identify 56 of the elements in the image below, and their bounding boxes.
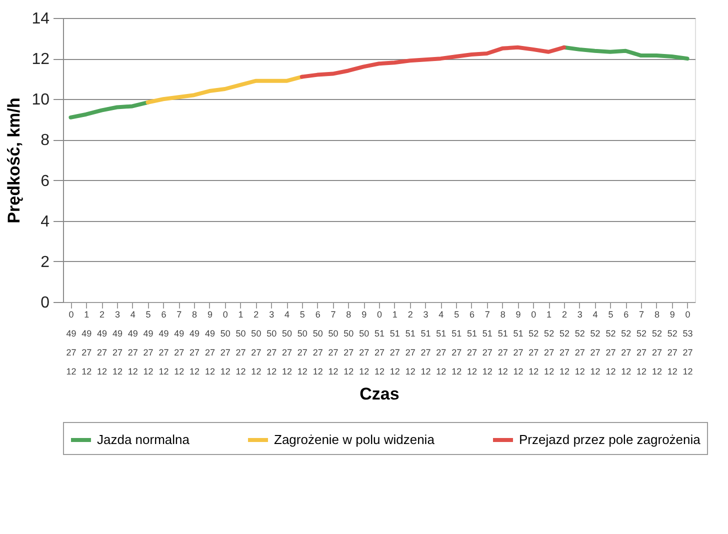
x-tick-label: 0 50 27 12: [220, 310, 230, 376]
x-tick-label: 7 49 27 12: [174, 310, 184, 376]
x-tick-label: 9 52 27 12: [667, 310, 678, 376]
legend-label: Przejazd przez pole zagrożenia: [519, 432, 702, 447]
y-tick-label: 10: [32, 92, 50, 109]
x-axis-title: Czas: [360, 384, 400, 404]
x-tick-label: 0 49 27 12: [66, 310, 76, 376]
x-tick-label: 7 50 27 12: [328, 310, 338, 376]
x-tick-label: 0 52 27 12: [528, 310, 539, 376]
y-tick-label: 0: [40, 294, 50, 312]
x-tick-label: 8 51 27 12: [498, 310, 508, 376]
legend-label: Zagrożenie w polu widzenia: [274, 432, 436, 447]
y-tick-label: 12: [32, 51, 50, 68]
x-tick-label: 6 51 27 12: [466, 310, 477, 376]
x-tick-label: 8 52 27 12: [652, 310, 662, 376]
x-tick-label: 5 51 27 12: [452, 310, 462, 376]
y-tick-label: 4: [40, 213, 50, 230]
x-tick-label: 5 52 27 12: [606, 310, 616, 376]
x-tick-label: 4 52 27 12: [590, 310, 600, 376]
x-tick-label: 8 50 27 12: [344, 310, 354, 376]
x-tick-label: 9 49 27 12: [204, 310, 215, 376]
legend-label: Jazda normalna: [97, 432, 190, 447]
x-tick-label: 9 50 27 12: [359, 310, 370, 376]
x-tick-label: 8 49 27 12: [190, 310, 200, 376]
x-tick-label: 4 49 27 12: [128, 310, 138, 376]
x-tick-label: 1 49 27 12: [82, 310, 92, 376]
x-tick-label: 7 51 27 12: [482, 310, 492, 376]
x-tick-label: 6 49 27 12: [158, 310, 169, 376]
x-tick-label: 6 52 27 12: [621, 310, 632, 376]
x-tick-label: 3 49 27 12: [112, 310, 122, 376]
x-tick-label: 1 51 27 12: [390, 310, 400, 376]
x-tick-label: 3 50 27 12: [266, 310, 277, 376]
line-series: [146, 74, 304, 104]
x-tick-label: 1 52 27 12: [544, 310, 554, 376]
x-tick-label: 3 51 27 12: [420, 310, 431, 376]
y-tick-label: 14: [32, 10, 50, 28]
y-tick-label: 2: [40, 254, 50, 271]
y-tick-label: 8: [40, 132, 50, 150]
x-tick-label: 0 51 27 12: [374, 310, 385, 376]
x-tick-label: 5 50 27 12: [297, 310, 308, 376]
line-series: [300, 45, 566, 79]
x-tick-label: 3 52 27 12: [574, 310, 585, 376]
x-tick-label: 1 50 27 12: [236, 310, 246, 376]
x-tick-label: 4 51 27 12: [436, 310, 446, 376]
x-tick-label: 0 53 27 12: [682, 310, 693, 376]
x-tick-label: 7 52 27 12: [636, 310, 647, 376]
x-tick-label: 2 50 27 12: [251, 310, 262, 376]
x-tick-label: 2 52 27 12: [559, 310, 570, 376]
x-tick-label: 2 49 27 12: [97, 310, 108, 376]
y-axis-title: Prędkość, km/h: [4, 98, 24, 224]
x-tick-label: 4 50 27 12: [282, 310, 292, 376]
x-tick-label: 6 50 27 12: [312, 310, 323, 376]
x-tick-label: 2 51 27 12: [405, 310, 416, 376]
x-tick-label: 5 49 27 12: [143, 310, 154, 376]
x-tick-label: 9 51 27 12: [513, 310, 524, 376]
y-tick-label: 6: [40, 172, 50, 190]
